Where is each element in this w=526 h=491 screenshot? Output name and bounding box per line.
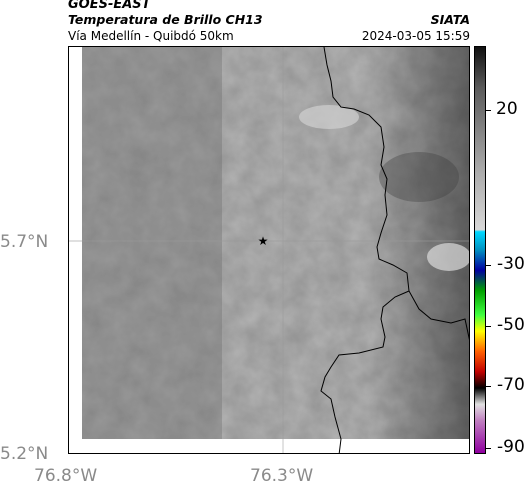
- colorbar-tick-m90: [486, 448, 491, 449]
- satellite-map: ★: [68, 46, 470, 454]
- graticule: [69, 47, 469, 453]
- lon-label-76.8: 76.8°W: [34, 466, 98, 486]
- colorbar-label-m70: -70: [497, 375, 525, 395]
- colorbar-tick-m50: [486, 326, 491, 327]
- product-title: Temperatura de Brillo CH13: [68, 12, 263, 27]
- satellite-title: GOES-EAST: [68, 0, 151, 12]
- colorbar-gradient: [475, 47, 485, 453]
- lat-label-5.7: 5.7°N: [0, 232, 49, 252]
- colorbar-label-20: 20: [496, 99, 518, 119]
- colorbar-label-m50: -50: [497, 315, 525, 335]
- colorbar-tick-m70: [486, 386, 491, 387]
- map-canvas: ★: [69, 47, 469, 453]
- boundary-line: [320, 47, 469, 453]
- star-icon: ★: [258, 234, 269, 248]
- brightness-temperature-field: [82, 47, 469, 439]
- colorbar-tick-20: [486, 110, 491, 111]
- org-label: SIATA: [430, 12, 470, 27]
- datetime-label: 2024-03-05 15:59: [361, 29, 470, 43]
- region-subtitle: Vía Medellín - Quibdó 50km: [68, 29, 234, 43]
- lat-label-5.2: 5.2°N: [0, 444, 49, 464]
- header: GOES-EAST Temperatura de Brillo CH13 Vía…: [0, 0, 526, 46]
- colorbar-tick-m30: [486, 265, 491, 266]
- lon-label-76.3: 76.3°W: [250, 466, 314, 486]
- colorbar-label-m30: -30: [497, 254, 525, 274]
- colorbar-label-m90: -90: [497, 437, 525, 457]
- colorbar: [474, 46, 486, 454]
